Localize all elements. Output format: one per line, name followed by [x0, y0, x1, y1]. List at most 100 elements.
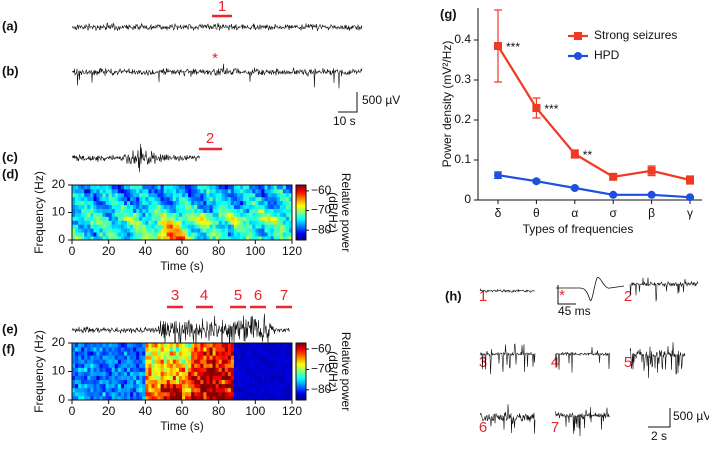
spectrogram-cell [145, 379, 149, 385]
spectrogram-cell [203, 224, 207, 229]
spectrogram-cell [130, 228, 134, 233]
spectrogram-cell [157, 216, 162, 221]
spectrogram-cell [240, 347, 244, 352]
spectrogram-cell [78, 216, 82, 221]
spectrogram-cell [233, 228, 238, 233]
spectrogram-cell [105, 355, 110, 360]
spectrogram-cell [276, 363, 281, 368]
spectrogram-cell [172, 216, 177, 221]
spectrogram-cell [169, 363, 174, 368]
spectrogram-cell [111, 212, 116, 217]
spectrogram-cell [264, 375, 268, 381]
spectrogram-cell [117, 236, 122, 241]
spectrogram-cell [255, 196, 259, 202]
spectrogram-cell [123, 192, 128, 198]
y-tick-label: 0 [58, 392, 65, 406]
spectrogram-cell [276, 204, 281, 209]
spectrogram-cell [261, 212, 265, 217]
spectrogram-cell [154, 216, 158, 221]
spectrogram-cell [285, 196, 290, 202]
spectrogram-cell [72, 343, 76, 348]
spectrogram-cell [96, 192, 100, 198]
spectrogram-cell [197, 391, 201, 397]
spectrogram-cell [117, 383, 122, 389]
spectrogram-cell [108, 351, 113, 356]
spectrogram-cell [139, 208, 143, 213]
spectrogram-cell [233, 363, 238, 368]
spectrogram-cell [120, 216, 125, 221]
spectrogram-cell [200, 236, 204, 241]
spectrogram-cell [200, 212, 204, 217]
spectrogram-cell [154, 379, 158, 385]
spectrogram-cell [142, 359, 146, 364]
spectrogram-cell [261, 343, 265, 348]
spectrogram-cell [105, 383, 110, 389]
spectrogram-cell [87, 208, 91, 213]
spectrogram-cell [258, 204, 262, 209]
spectrogram-cell [145, 387, 149, 393]
spectrogram-cell [182, 367, 186, 372]
spectrogram-cell [75, 212, 79, 217]
spectrogram-cell [151, 375, 155, 381]
spectrogram-cell [215, 216, 220, 221]
spectrogram-cell [188, 192, 192, 198]
spectrogram-cell [108, 216, 113, 221]
colorbar-tick-label: −60 [311, 183, 332, 197]
spectrogram-cell [166, 216, 171, 221]
spectrogram-cell [154, 383, 158, 389]
spectrogram-cell [117, 351, 122, 356]
spectrogram-cell [166, 236, 171, 241]
spectrogram-cell [203, 355, 207, 360]
marker [647, 166, 656, 175]
spectrogram-cell [243, 391, 247, 397]
spectrogram-cell [139, 212, 143, 217]
spectrogram-cell [93, 204, 97, 209]
spectrogram-cell [166, 228, 171, 233]
spectrogram-cell [215, 343, 220, 348]
spectrogram-cell [264, 359, 268, 364]
spectrogram-cell [136, 351, 140, 356]
spectrogram-cell [157, 363, 162, 368]
spectrogram-cell [123, 375, 128, 381]
spectrogram-cell [191, 355, 195, 360]
spectrogram-cell [209, 383, 213, 389]
spectrogram-cell [105, 387, 110, 393]
colorbar-cell [296, 377, 306, 380]
spectrogram-cell [191, 185, 195, 190]
spectrogram-cell [188, 200, 192, 206]
spectrogram-cell [194, 395, 198, 401]
spectrogram-cell [240, 216, 244, 221]
spectrogram-cell [154, 347, 158, 352]
spectrogram-cell [178, 359, 183, 364]
spectrogram-cell [276, 188, 281, 194]
spectrogram-cell [237, 347, 241, 352]
spectrogram-cell [188, 224, 192, 229]
spectrogram-cell [120, 383, 125, 389]
spectrogram-cell [81, 371, 85, 376]
spectrogram-cell [105, 208, 110, 213]
spectrogram-cell [99, 236, 103, 241]
spectrogram-cell [240, 236, 244, 241]
spectrogram-cell [252, 192, 256, 198]
spectrogram-cell [178, 383, 183, 389]
spectrogram-cell [279, 343, 284, 348]
spectrogram-cell [203, 347, 207, 352]
spectrogram-cell [127, 204, 131, 209]
spectrogram-cell [93, 351, 97, 356]
spectrogram-cell [120, 192, 125, 198]
spectrogram-cell [96, 367, 100, 372]
spectrogram-cell [285, 383, 290, 389]
spectrogram-cell [117, 347, 122, 352]
spectrogram-cell [154, 196, 158, 202]
spectrogram-cell [114, 375, 119, 381]
spectrogram-cell [105, 379, 110, 385]
spectrogram-cell [117, 387, 122, 393]
spectrogram-cell [127, 391, 131, 397]
spectrogram-cell [130, 200, 134, 206]
spectrogram-cell [276, 375, 281, 381]
spectrogram-cell [172, 212, 177, 217]
spectrogram-cell [105, 196, 110, 202]
spectrogram-cell [178, 188, 183, 194]
spectrogram-cell [127, 375, 131, 381]
spectrogram-cell [233, 204, 238, 209]
